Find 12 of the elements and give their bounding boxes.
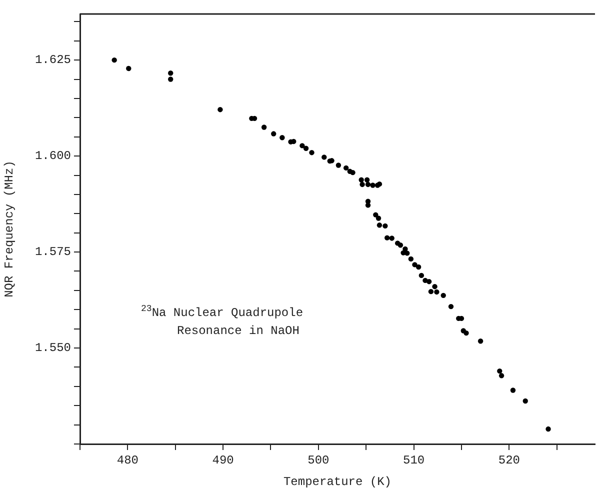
x-tick-label: 520 xyxy=(498,453,520,468)
x-tick-label: 510 xyxy=(402,453,425,468)
x-tick-label: 480 xyxy=(116,453,138,468)
y-axis-title: NQR Frequency (MHz) xyxy=(2,160,16,298)
y-tick-label: 1.550 xyxy=(34,341,71,356)
x-tick-label: 490 xyxy=(212,453,234,468)
annotation: $^{23}$Na Nuclear Quadrupole Resonance in NaOH xyxy=(141,303,304,340)
x-tick-label: 500 xyxy=(308,453,330,468)
x-axis-title: Temperature (K) xyxy=(283,474,392,489)
y-tick-label: 1.625 xyxy=(34,53,71,68)
y-tick-label: 1.600 xyxy=(34,149,71,164)
y-tick-label: 1.575 xyxy=(34,245,71,260)
